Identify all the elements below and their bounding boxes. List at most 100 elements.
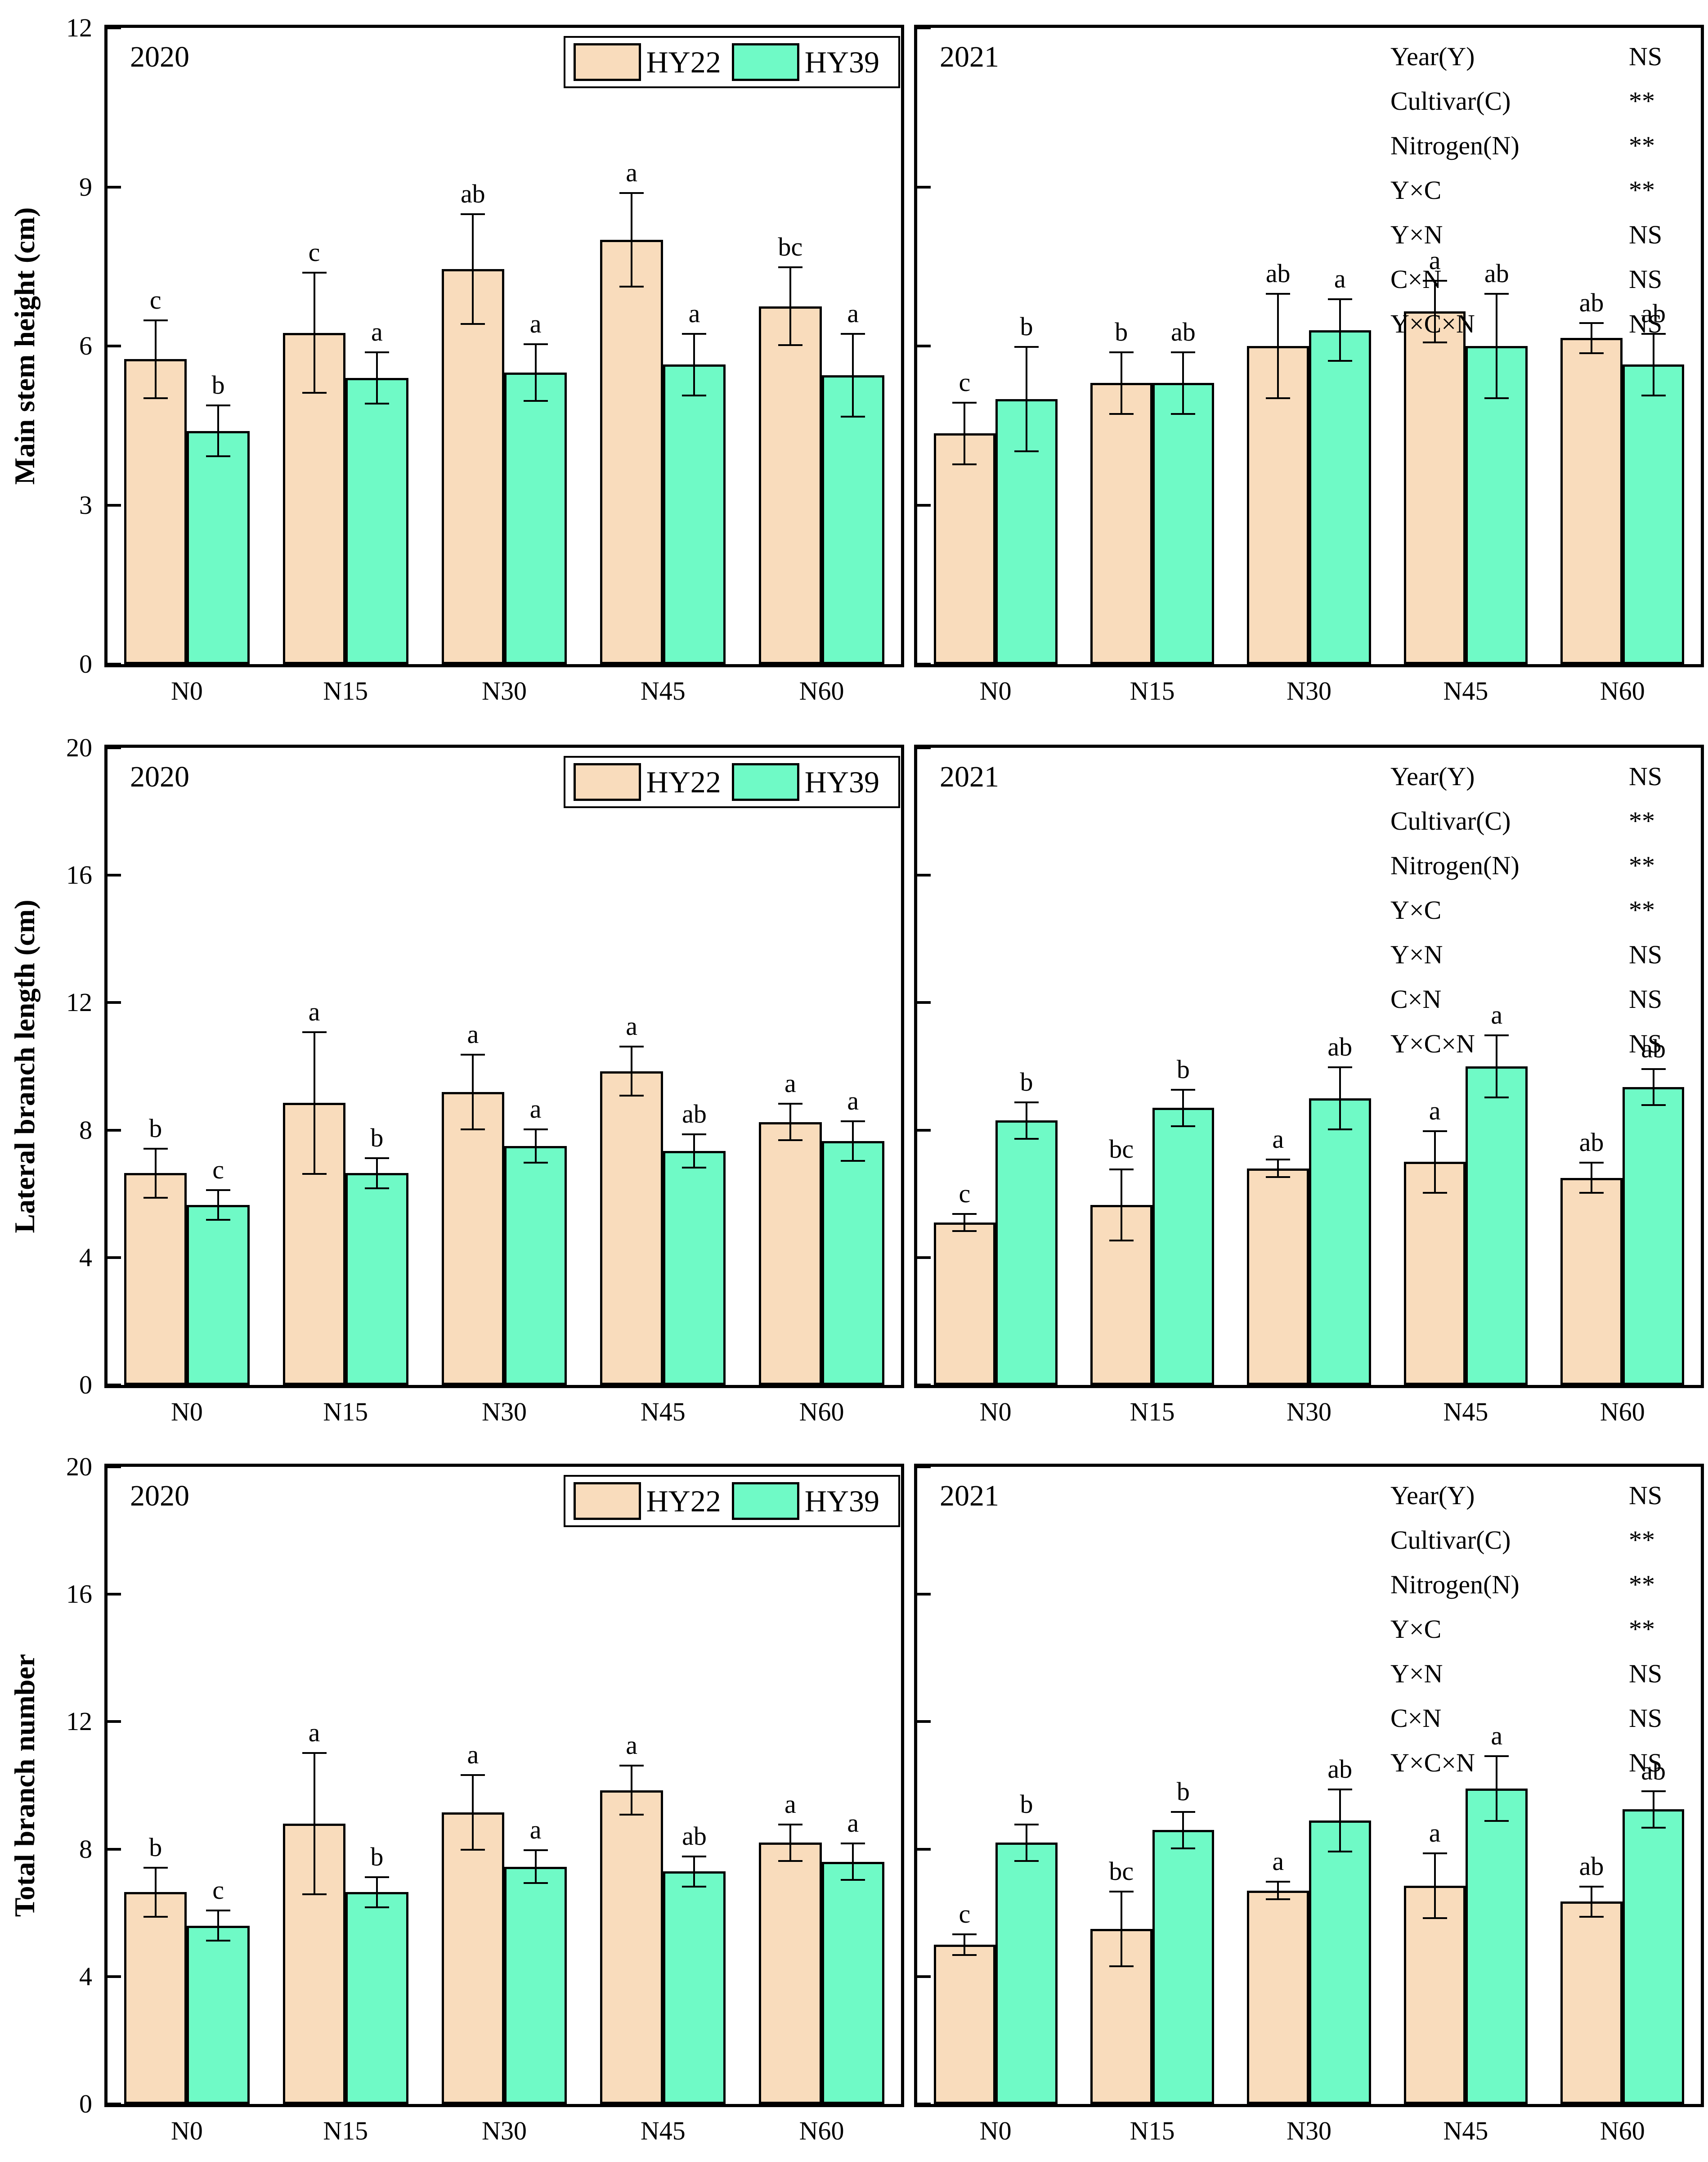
bar-hy22-n30 — [1247, 1890, 1309, 2104]
error-bar — [619, 1045, 644, 1097]
error-bar-cap-top — [1109, 351, 1134, 353]
legend-swatch-hy22 — [573, 1482, 641, 1520]
significance-letter: c — [308, 238, 320, 267]
significance-letter: a — [847, 298, 859, 328]
error-bar-stem — [1120, 351, 1122, 415]
error-bar-stem — [1496, 293, 1498, 399]
anova-row: Y×C×N NS — [1390, 1740, 1687, 1785]
error-bar-cap-top — [619, 192, 644, 194]
chart-panel-2021: 2021 c b b ab ab a a ab ab ab Year(Y) NS Cultivar(C) *… — [914, 25, 1704, 667]
anova-row: Y×C ** — [1390, 1607, 1687, 1651]
error-bar-stem — [964, 1933, 966, 1956]
x-category-label: N0 — [979, 2116, 1012, 2145]
error-bar-cap-top — [206, 1910, 231, 1912]
x-category-label: N60 — [1600, 676, 1645, 706]
bar-hy39-n15 — [1152, 1830, 1215, 2104]
anova-row: Year(Y) NS — [1390, 1473, 1687, 1518]
error-bar — [461, 1774, 485, 1851]
x-tick-mark — [1464, 2092, 1467, 2104]
y-tick-mark — [917, 1720, 931, 1723]
significance-letter: ab — [1579, 1852, 1604, 1881]
error-bar-cap-top — [1266, 1881, 1291, 1883]
x-tick-mark — [185, 1373, 188, 1385]
y-tick-mark — [917, 663, 931, 665]
error-bar-cap-bottom — [952, 1230, 977, 1232]
anova-label: Y×C×N — [1390, 1748, 1475, 1777]
error-bar-cap-bottom — [302, 392, 327, 394]
error-bar-stem — [631, 192, 633, 288]
anova-label: Y×N — [1390, 940, 1443, 969]
error-bar — [1327, 1066, 1352, 1130]
error-bar-stem — [1026, 346, 1027, 452]
error-bar-cap-bottom — [1484, 1096, 1509, 1098]
bar-hy22-n0 — [933, 1222, 996, 1385]
x-tick-mark — [1151, 652, 1154, 664]
x-category-label: N60 — [1600, 1397, 1645, 1426]
bar-hy39-n15 — [1152, 383, 1215, 664]
error-bar-cap-bottom — [1014, 450, 1039, 452]
x-tick-mark — [994, 2092, 997, 2104]
y-tick-mark — [108, 27, 121, 29]
bar-hy22-n45 — [1403, 1886, 1466, 2104]
x-category-label: N45 — [640, 1397, 686, 1426]
error-bar-stem — [693, 333, 695, 396]
error-bar-stem — [534, 343, 537, 402]
error-bar-cap-top — [1327, 1066, 1352, 1068]
x-tick-mark — [661, 2092, 664, 2104]
significance-letter: a — [1429, 1096, 1441, 1125]
bar-hy39-n15 — [345, 1173, 408, 1385]
bar-hy22-n60 — [759, 306, 822, 664]
significance-letter: ab — [1484, 259, 1509, 288]
chart-panel-2021: 2021 c b bc b a ab a a ab ab Year(Y) NS Cultivar(C) **… — [914, 745, 1704, 1388]
error-bar-cap-bottom — [778, 344, 802, 346]
bar-hy22-n30 — [1247, 346, 1309, 664]
anova-row: Y×C×N NS — [1390, 301, 1687, 346]
error-bar-stem — [1652, 333, 1654, 396]
y-tick-mark — [108, 1001, 121, 1004]
legend: HY22 HY39 — [563, 756, 900, 808]
error-bar-cap-top — [523, 343, 548, 346]
significance-letter: a — [371, 317, 383, 346]
y-tick-label: 4 — [79, 1242, 92, 1272]
y-tick-mark — [917, 1847, 931, 1851]
anova-value: NS — [1629, 1748, 1663, 1777]
error-bar-stem — [217, 404, 220, 458]
x-tick-mark — [344, 2092, 347, 2104]
y-tick-mark — [917, 1975, 931, 1978]
error-bar-cap-top — [461, 1053, 485, 1056]
error-bar-cap-top — [1014, 1823, 1039, 1825]
anova-label: Y×N — [1390, 220, 1443, 249]
x-tick-mark — [1308, 2092, 1310, 2104]
bar-hy22-n0 — [933, 433, 996, 664]
bar-hy39-n15 — [1152, 1108, 1215, 1385]
anova-row: Cultivar(C) ** — [1390, 79, 1687, 123]
error-bar-cap-bottom — [143, 397, 168, 399]
error-bar-cap-bottom — [523, 400, 548, 402]
panel-year-label: 2021 — [940, 760, 999, 793]
anova-row: Y×C ** — [1390, 168, 1687, 212]
error-bar-stem — [472, 213, 474, 325]
error-bar-stem — [1277, 293, 1279, 399]
error-bar — [778, 1823, 802, 1862]
error-bar-cap-top — [1109, 1168, 1134, 1170]
error-bar-cap-bottom — [461, 323, 485, 325]
error-bar — [1579, 1886, 1604, 1918]
error-bar-cap-top — [841, 333, 865, 335]
error-bar — [952, 1213, 977, 1232]
significance-letter: a — [1272, 1847, 1284, 1876]
significance-letter: a — [688, 298, 700, 328]
significance-letter: ab — [460, 179, 485, 209]
significance-letter: a — [308, 1717, 320, 1747]
error-bar-cap-top — [682, 333, 707, 335]
anova-label: Nitrogen(N) — [1390, 1570, 1520, 1599]
error-bar — [302, 272, 327, 394]
error-bar-cap-bottom — [364, 1906, 389, 1908]
error-bar-stem — [1652, 1068, 1654, 1106]
y-tick-mark — [917, 874, 931, 877]
error-bar-cap-bottom — [523, 1161, 548, 1164]
error-bar-cap-bottom — [682, 394, 707, 396]
anova-value: NS — [1629, 1659, 1663, 1688]
significance-letter: ab — [1171, 317, 1196, 346]
significance-letter: ab — [1641, 1034, 1666, 1063]
anova-row: Nitrogen(N) ** — [1390, 843, 1687, 888]
